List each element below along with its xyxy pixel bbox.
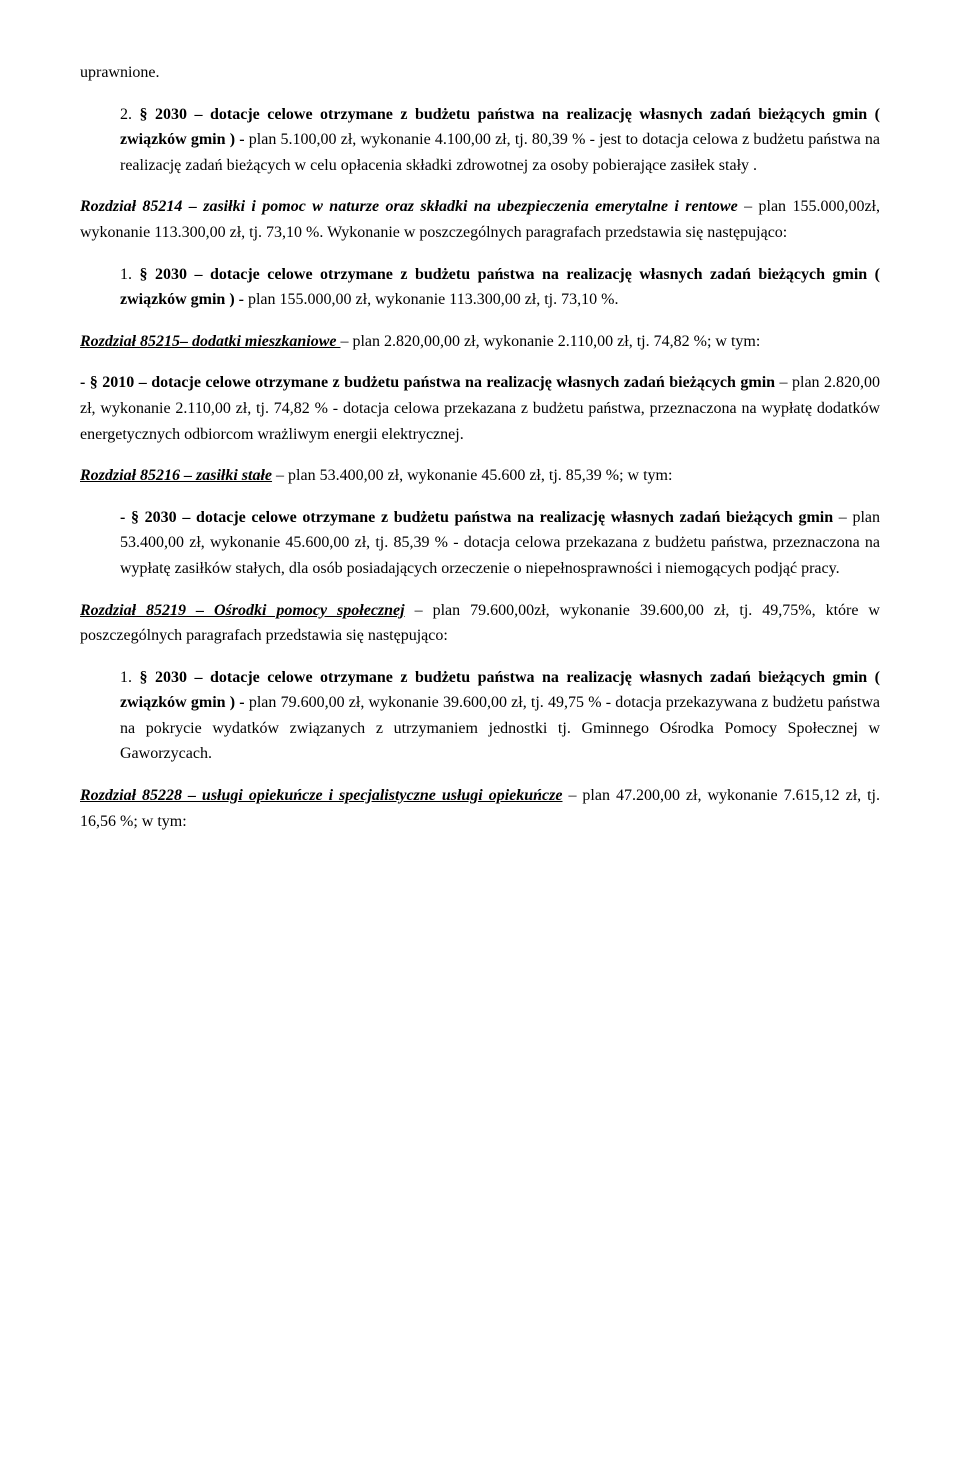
list-number: 2. xyxy=(120,106,140,123)
section-85214: Rozdział 85214 – zasiłki i pomoc w natur… xyxy=(80,194,880,245)
section-85216-rest: – plan 53.400,00 zł, wykonanie 45.600 zł… xyxy=(272,467,672,484)
section-85215-rest: – plan 2.820,00,00 zł, wykonanie 2.110,0… xyxy=(340,333,760,350)
section-85215-title: Rozdział 85215– dodatki mieszkaniowe xyxy=(80,333,340,350)
section-85216-title: Rozdział 85216 – zasiłki stałe xyxy=(80,467,272,484)
list-rest-text: plan 155.000,00 zł, wykonanie 113.300,00… xyxy=(248,291,618,308)
section-85215: Rozdział 85215– dodatki mieszkaniowe – p… xyxy=(80,329,880,355)
section-85216: Rozdział 85216 – zasiłki stałe – plan 53… xyxy=(80,463,880,489)
section-85219: Rozdział 85219 – Ośrodki pomocy społeczn… xyxy=(80,598,880,649)
para-2030-85216-bold: - § 2030 – dotacje celowe otrzymane z bu… xyxy=(120,509,833,526)
list-item-2030-3: 1. § 2030 – dotacje celowe otrzymane z b… xyxy=(80,665,880,767)
list-item-2030-1: 2. § 2030 – dotacje celowe otrzymane z b… xyxy=(80,102,880,179)
section-85214-title: Rozdział 85214 – zasiłki i pomoc w natur… xyxy=(80,198,738,215)
para-2010: - § 2010 – dotacje celowe otrzymane z bu… xyxy=(80,370,880,447)
list-item-2030-2: 1. § 2030 – dotacje celowe otrzymane z b… xyxy=(80,262,880,313)
section-85228-title: Rozdział 85228 – usługi opiekuńcze i spe… xyxy=(80,787,562,804)
para-2010-bold: - § 2010 – dotacje celowe otrzymane z bu… xyxy=(80,374,775,391)
section-85228: Rozdział 85228 – usługi opiekuńcze i spe… xyxy=(80,783,880,834)
list-number: 1. xyxy=(120,669,140,686)
section-85219-title: Rozdział 85219 – Ośrodki pomocy społeczn… xyxy=(80,602,405,619)
para-2030-85216: - § 2030 – dotacje celowe otrzymane z bu… xyxy=(80,505,880,582)
para-uprawnione: uprawnione. xyxy=(80,60,880,86)
list-number: 1. xyxy=(120,266,140,283)
